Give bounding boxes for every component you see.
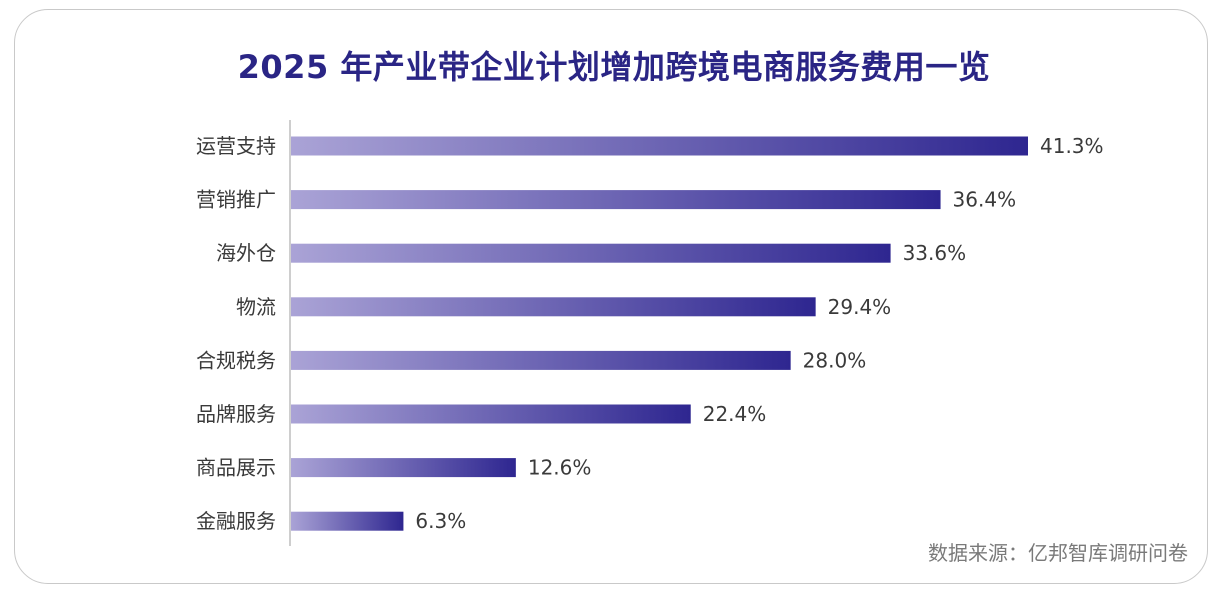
value-label: 22.4% — [703, 402, 767, 426]
value-label: 12.6% — [528, 456, 592, 480]
bar — [291, 511, 404, 531]
value-label: 33.6% — [903, 241, 967, 265]
chart-title: 2025 年产业带企业计划增加跨境电商服务费用一览 — [237, 48, 991, 86]
category-label: 合规税务 — [196, 348, 276, 372]
data-source: 数据来源：亿邦智库调研问卷 — [928, 541, 1188, 565]
category-label: 商品展示 — [196, 456, 276, 480]
bar — [291, 190, 941, 210]
bar — [291, 243, 891, 263]
bar — [291, 404, 691, 424]
value-label: 29.4% — [828, 295, 892, 319]
value-label: 6.3% — [415, 509, 466, 533]
category-label: 品牌服务 — [196, 402, 276, 426]
category-label: 物流 — [236, 295, 276, 319]
category-label: 海外仓 — [216, 241, 276, 265]
category-label: 营销推广 — [196, 188, 276, 212]
bar — [291, 136, 1028, 156]
bar — [291, 350, 791, 370]
value-label: 28.0% — [803, 348, 867, 372]
chart-card — [14, 9, 1208, 584]
category-label: 金融服务 — [196, 509, 276, 533]
value-label: 36.4% — [953, 188, 1017, 212]
category-label: 运营支持 — [196, 134, 276, 158]
bar — [291, 297, 816, 317]
value-label: 41.3% — [1040, 134, 1104, 158]
bar — [291, 458, 516, 478]
